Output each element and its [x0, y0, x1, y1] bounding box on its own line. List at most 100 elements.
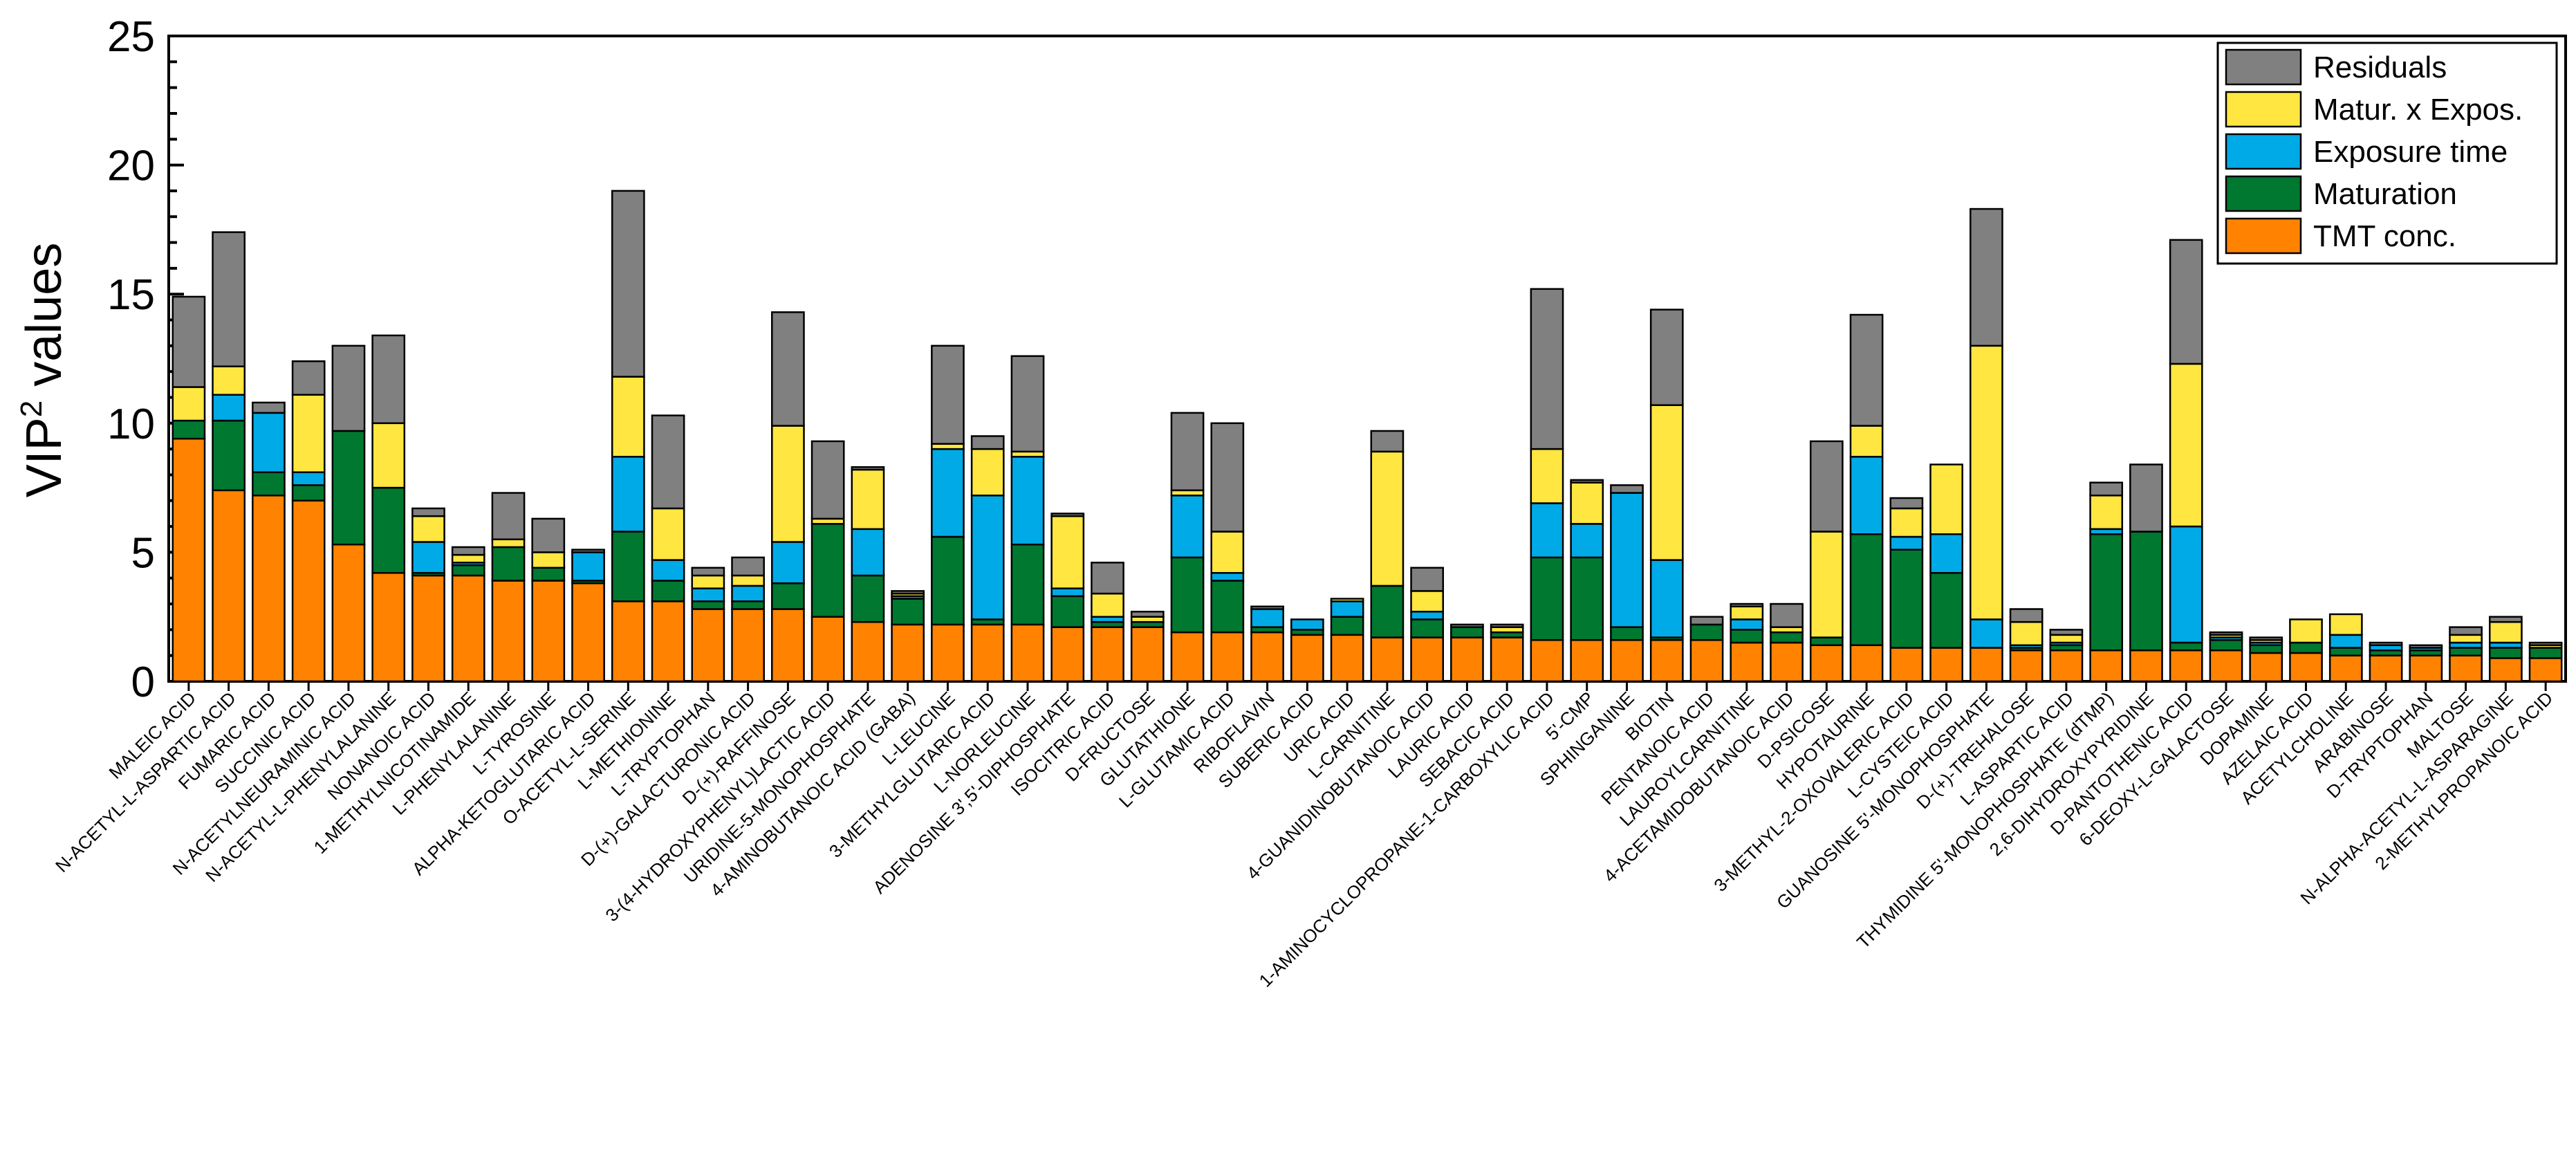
bar-segment-maturation: [212, 419, 246, 492]
bar-segment-tmt-conc: [1730, 641, 1764, 683]
bar-segment-matur-x-expos: [411, 515, 445, 543]
bar-segment-exposure-time: [1010, 456, 1045, 546]
bar-segment-residuals: [531, 517, 566, 553]
bar-segment-tmt-conc: [1210, 631, 1245, 683]
legend-label: Residuals: [2313, 50, 2447, 84]
bar-segment-tmt-conc: [411, 574, 445, 683]
legend-swatch: [2225, 133, 2302, 170]
bar-stack: [1210, 422, 1245, 683]
bar-stack: [1889, 497, 1924, 683]
bar-segment-maturation: [1210, 580, 1245, 634]
bar-stack: [411, 507, 445, 683]
bar-segment-exposure-time: [1970, 618, 2003, 649]
bar-segment-exposure-time: [1849, 456, 1884, 535]
bar-segment-tmt-conc: [2449, 654, 2483, 683]
bar-segment-matur-x-expos: [1370, 450, 1405, 587]
bar-segment-exposure-time: [571, 551, 605, 582]
bar-stack: [771, 311, 805, 683]
bar-segment-tmt-conc: [172, 437, 206, 683]
bar-stack: [2169, 239, 2203, 683]
bar-stack: [731, 556, 765, 683]
bar-segment-maturation: [2249, 644, 2283, 654]
bar-segment-tmt-conc: [331, 543, 366, 683]
bar-segment-maturation: [1689, 623, 1724, 641]
bar-segment-matur-x-expos: [1889, 507, 1924, 538]
bar-stack: [1770, 602, 1804, 683]
bar-segment-exposure-time: [731, 584, 765, 602]
bar-segment-maturation: [1530, 556, 1564, 641]
bar-segment-maturation: [331, 430, 366, 546]
bar-segment-residuals: [1250, 605, 1284, 610]
bar-stack: [891, 590, 925, 683]
bar-segment-maturation: [1410, 618, 1445, 638]
bar-segment-exposure-time: [1410, 610, 1445, 620]
y-axis-title: VIP2 values: [15, 243, 72, 498]
bar-segment-residuals: [1970, 208, 2003, 347]
bar-segment-tmt-conc: [1091, 626, 1124, 683]
bar-segment-maturation: [1889, 549, 1924, 649]
bar-stack: [212, 231, 246, 683]
bar-segment-exposure-time: [1730, 618, 1764, 631]
bar-stack: [1010, 355, 1045, 683]
bar-stack: [1091, 562, 1124, 683]
bar-segment-matur-x-expos: [172, 386, 206, 422]
bar-segment-maturation: [1330, 616, 1364, 636]
bar-stack: [1649, 309, 1684, 683]
bar-segment-exposure-time: [1889, 535, 1924, 551]
bar-stack: [1530, 288, 1564, 683]
bar-segment-tmt-conc: [2369, 654, 2403, 683]
bar-segment-residuals: [172, 295, 206, 388]
bar-segment-exposure-time: [691, 587, 725, 602]
bar-segment-matur-x-expos: [2449, 634, 2483, 644]
bar-segment-maturation: [651, 580, 685, 602]
bar-segment-tmt-conc: [1450, 636, 1484, 683]
bar-segment-residuals: [2249, 636, 2283, 641]
bar-segment-residuals: [2089, 481, 2124, 497]
bar-segment-tmt-conc: [1889, 647, 1924, 683]
plot-frame: [167, 35, 2567, 683]
y-axis-title-rest: values: [17, 243, 72, 401]
bar-segment-tmt-conc: [810, 616, 845, 683]
bar-segment-tmt-conc: [451, 574, 485, 683]
bar-segment-maturation: [2528, 647, 2563, 659]
bar-segment-exposure-time: [611, 456, 645, 533]
bar-segment-maturation: [611, 531, 645, 602]
bar-segment-maturation: [451, 564, 485, 577]
bar-segment-residuals: [1410, 567, 1445, 592]
bar-stack: [1450, 623, 1484, 683]
bar-segment-tmt-conc: [1250, 631, 1284, 683]
bar-segment-tmt-conc: [2169, 649, 2203, 683]
bar-segment-residuals: [371, 334, 406, 425]
bar-segment-matur-x-expos: [1410, 590, 1445, 613]
bar-segment-tmt-conc: [2089, 649, 2124, 683]
bar-stack: [172, 295, 206, 683]
bar-segment-residuals: [1770, 602, 1804, 628]
bar-segment-tmt-conc: [1290, 634, 1324, 683]
bar-segment-residuals: [1889, 497, 1924, 510]
bar-segment-tmt-conc: [2328, 654, 2363, 683]
bar-segment-residuals: [2209, 631, 2243, 636]
bar-segment-tmt-conc: [2049, 649, 2084, 683]
bar-stack: [1330, 598, 1364, 683]
bar-segment-tmt-conc: [1330, 634, 1364, 683]
bar-stack: [2528, 641, 2563, 683]
bar-segment-matur-x-expos: [212, 365, 246, 396]
bar-segment-matur-x-expos: [2488, 620, 2523, 644]
bar-stack: [2009, 608, 2044, 683]
bar-segment-matur-x-expos: [1530, 448, 1564, 504]
bar-stack: [1130, 610, 1165, 683]
bar-stack: [1290, 618, 1324, 683]
bar-segment-exposure-time: [291, 471, 326, 486]
bar-segment-residuals: [2009, 608, 2044, 623]
bar-segment-exposure-time: [970, 495, 1005, 620]
bar-segment-tmt-conc: [1050, 626, 1085, 683]
bar-segment-matur-x-expos: [851, 468, 885, 531]
bar-segment-maturation: [1170, 556, 1205, 634]
bar-segment-exposure-time: [1210, 572, 1245, 582]
bar-stack: [331, 344, 366, 683]
bar-segment-tmt-conc: [2209, 649, 2243, 683]
y-axis-title-superscript: 2: [15, 401, 48, 417]
bar-segment-maturation: [810, 523, 845, 618]
